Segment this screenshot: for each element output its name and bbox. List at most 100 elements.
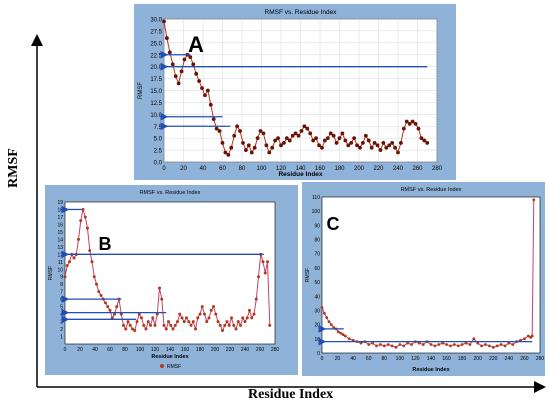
- chart-b-data-point: [189, 323, 193, 327]
- chart-c-data-point: [322, 311, 326, 315]
- chart-c-data-point: [526, 334, 530, 338]
- chart-b-data-point: [65, 264, 69, 268]
- chart-b-y-label: RMSF: [48, 266, 54, 280]
- figure-y-label: RMSF: [5, 148, 21, 188]
- chart-a-y-tick: 10.0: [150, 113, 162, 119]
- chart-b-data-point: [243, 320, 247, 324]
- chart-a-data-point: [334, 141, 339, 145]
- chart-c-data-point: [460, 343, 464, 346]
- chart-a-data-point: [249, 150, 254, 155]
- chart-a-data-point: [244, 148, 248, 152]
- chart-a-title: RMSF vs. Residue Index: [265, 9, 338, 16]
- chart-a-data-point: [276, 136, 280, 141]
- chart-b-x-tick: 120: [151, 347, 160, 353]
- chart-a-y-tick: 30.0: [150, 18, 162, 24]
- chart-b-data-point: [126, 320, 130, 324]
- chart-b-y-tick: 6: [60, 297, 63, 303]
- chart-c-data-point: [371, 341, 375, 345]
- chart-a-y-tick: 2.5: [154, 149, 163, 155]
- chart-c-x-tick: 160: [442, 356, 451, 362]
- chart-a-data-point: [314, 136, 318, 141]
- chart-b-data-point: [252, 312, 256, 316]
- chart-c-y-label: RMSF: [305, 268, 311, 282]
- chart-b-data-point: [239, 323, 242, 327]
- chart-a-data-point: [363, 133, 368, 138]
- chart-a-x-tick: 180: [334, 166, 345, 172]
- chart-b-data-point: [261, 260, 265, 264]
- chart-b-title: RMSF vs. Residue Index: [140, 190, 201, 196]
- chart-c-y-tick: 30: [314, 308, 320, 314]
- chart-c-y-tick: 40: [314, 294, 320, 300]
- chart-a-x-label: Residue Index: [278, 171, 322, 178]
- chart-a-y-tick: 7.5: [154, 125, 163, 131]
- chart-c-data-point: [325, 316, 329, 319]
- chart-a-data-point: [308, 131, 313, 136]
- chart-b-data-point: [171, 327, 175, 331]
- chart-c-data-point: [421, 343, 425, 346]
- chart-c-x-tick: 180: [458, 356, 467, 362]
- chart-c-x-tick: 200: [474, 356, 483, 362]
- chart-c-data-point: [464, 341, 468, 345]
- chart-b-data-point: [146, 320, 150, 324]
- chart-a-data-point: [270, 145, 275, 150]
- chart-c-x-tick: 0: [321, 356, 324, 362]
- chart-a-data-point: [273, 138, 278, 143]
- chart-a-x-tick: 120: [276, 166, 287, 172]
- chart-b-y-tick: 19: [57, 200, 63, 206]
- chart-b-data-point: [182, 320, 186, 324]
- chart-b-x-tick: 200: [211, 347, 220, 353]
- chart-a-data-point: [322, 138, 327, 143]
- chart-a-data-point: [165, 36, 169, 40]
- chart-b-data-point: [185, 316, 188, 320]
- chart-b-x-tick: 280: [271, 347, 280, 353]
- chart-a-data-point: [197, 79, 201, 83]
- chart-a-y-tick: 22.5: [150, 53, 162, 59]
- chart-b-data-point: [169, 323, 173, 327]
- chart-b-data-point: [254, 297, 258, 301]
- chart-b-data-point: [95, 282, 98, 286]
- chart-b-y-tick: 9: [60, 275, 63, 281]
- chart-c-x-tick: 260: [520, 356, 529, 362]
- chart-b-x-tick: 140: [166, 347, 175, 353]
- chart-c-x-tick: 20: [335, 356, 341, 362]
- chart-b-data-point: [81, 207, 85, 211]
- chart-b-data-point: [214, 312, 218, 316]
- chart-c-data-point: [449, 344, 452, 348]
- chart-b-svg: RMSF vs. Residue Index123456789101112131…: [48, 190, 280, 370]
- chart-a-data-point: [205, 88, 210, 93]
- chart-a-x-tick: 200: [354, 166, 365, 172]
- chart-b-data-point: [227, 323, 231, 327]
- chart-b-data-point: [158, 286, 161, 290]
- chart-c-data-point: [386, 343, 390, 346]
- chart-c-data-point: [530, 334, 534, 338]
- chart-b-x-label: Residue Index: [151, 354, 189, 360]
- chart-b-panel-letter: B: [99, 234, 112, 254]
- chart-a-data-point: [182, 57, 187, 62]
- chart-b-data-point: [133, 329, 137, 333]
- chart-a-data-point: [390, 141, 395, 145]
- chart-c-data-point: [491, 345, 495, 349]
- figure-x-label: Residue Index: [248, 387, 334, 402]
- chart-b-data-point: [113, 312, 116, 316]
- chart-c-data-point: [320, 306, 324, 310]
- chart-c-x-tick: 80: [382, 356, 388, 362]
- chart-b-data-point: [198, 312, 202, 316]
- chart-a-data-point: [296, 133, 301, 138]
- chart-a-data-point: [287, 138, 292, 143]
- chart-b-y-tick: 1: [60, 335, 63, 341]
- chart-b-data-point: [232, 323, 236, 327]
- chart-a-data-point: [352, 136, 357, 141]
- chart-b-x-tick: 0: [64, 347, 67, 353]
- chart-a-data-point: [302, 124, 307, 129]
- chart-b-data-point: [207, 316, 211, 320]
- chart-a-data-point: [375, 143, 380, 148]
- chart-a-data-point: [173, 74, 178, 79]
- chart-b-data-point: [68, 260, 71, 264]
- chart-b-data-point: [257, 275, 260, 279]
- chart-b-data-point: [236, 320, 240, 324]
- chart-c-y-tick: 20: [314, 323, 320, 329]
- chart-a-y-tick: 12.5: [150, 101, 162, 107]
- chart-a-data-point: [191, 62, 196, 67]
- chart-b-x-tick: 220: [226, 347, 235, 353]
